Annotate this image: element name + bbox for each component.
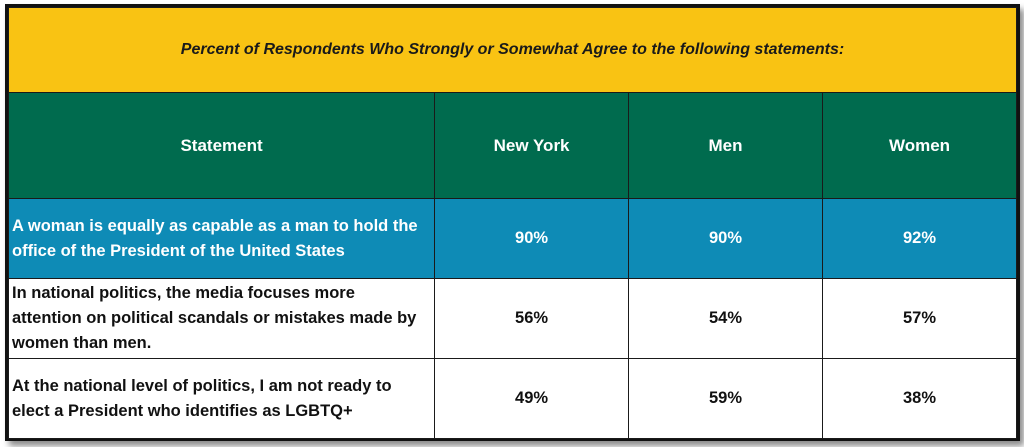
header-men: Men	[628, 92, 823, 199]
value-women: 92%	[822, 198, 1017, 279]
value-new-york: 56%	[434, 278, 630, 359]
table-row: In national politics, the media focuses …	[7, 278, 1017, 359]
value-men: 54%	[628, 278, 823, 359]
value-women: 57%	[822, 278, 1017, 359]
value-new-york: 49%	[434, 358, 630, 439]
header-new-york: New York	[434, 92, 630, 199]
header-statement: Statement	[7, 92, 436, 199]
value-men: 59%	[628, 358, 823, 439]
title-row: Percent of Respondents Who Strongly or S…	[8, 7, 1017, 93]
header-women: Women	[822, 92, 1017, 199]
value-new-york: 90%	[434, 198, 630, 279]
survey-table-frame: Percent of Respondents Who Strongly or S…	[5, 4, 1020, 441]
value-men: 90%	[628, 198, 823, 279]
survey-results-table: Percent of Respondents Who Strongly or S…	[7, 7, 1017, 439]
statement-cell: At the national level of politics, I am …	[7, 358, 436, 439]
statement-cell: In national politics, the media focuses …	[7, 278, 436, 359]
table-row: At the national level of politics, I am …	[7, 358, 1017, 439]
table-title: Percent of Respondents Who Strongly or S…	[8, 7, 1017, 93]
header-row: Statement New York Men Women	[7, 92, 1017, 199]
value-women: 38%	[822, 358, 1017, 439]
statement-cell: A woman is equally as capable as a man t…	[7, 198, 436, 279]
table-row: A woman is equally as capable as a man t…	[7, 198, 1017, 279]
